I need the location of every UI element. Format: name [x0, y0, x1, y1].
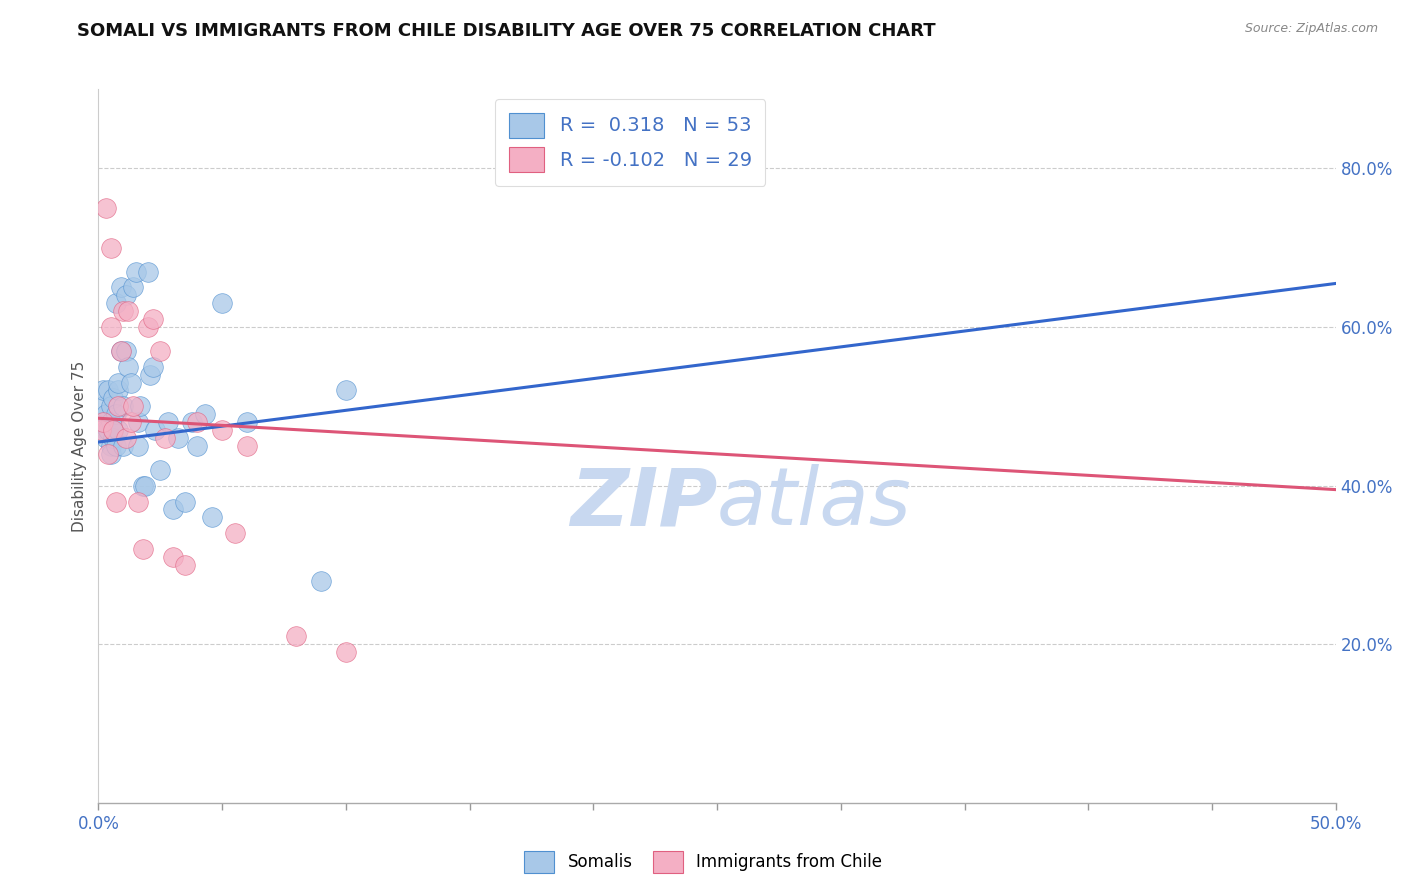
Point — [194, 407, 217, 421]
Point — [94, 201, 117, 215]
Point — [90, 415, 112, 429]
Point — [114, 343, 136, 358]
Point — [139, 368, 162, 382]
Point — [93, 415, 115, 429]
Point — [181, 415, 204, 429]
Point — [127, 494, 149, 508]
Point — [104, 494, 127, 508]
Point — [112, 400, 135, 414]
Point — [117, 359, 139, 374]
Point — [174, 494, 197, 508]
Point — [285, 629, 308, 643]
Point — [309, 574, 332, 588]
Point — [124, 264, 146, 278]
Point — [136, 320, 159, 334]
Point — [103, 431, 125, 445]
Legend: Somalis, Immigrants from Chile: Somalis, Immigrants from Chile — [517, 845, 889, 880]
Point — [100, 439, 122, 453]
Point — [129, 400, 152, 414]
Point — [97, 447, 120, 461]
Point — [132, 478, 155, 492]
Point — [114, 431, 136, 445]
Point — [211, 296, 233, 310]
Point — [120, 376, 142, 390]
Point — [110, 343, 132, 358]
Point — [224, 526, 246, 541]
Point — [97, 384, 120, 398]
Point — [186, 415, 208, 429]
Point — [112, 304, 135, 318]
Legend: R =  0.318   N = 53, R = -0.102   N = 29: R = 0.318 N = 53, R = -0.102 N = 29 — [495, 99, 765, 186]
Point — [136, 264, 159, 278]
Point — [103, 392, 125, 406]
Point — [114, 288, 136, 302]
Point — [149, 343, 172, 358]
Point — [93, 400, 115, 414]
Text: Source: ZipAtlas.com: Source: ZipAtlas.com — [1244, 22, 1378, 36]
Point — [100, 447, 122, 461]
Point — [100, 241, 122, 255]
Point — [236, 439, 259, 453]
Point — [142, 359, 165, 374]
Point — [110, 280, 132, 294]
Point — [104, 407, 127, 421]
Point — [201, 510, 224, 524]
Point — [149, 463, 172, 477]
Point — [162, 502, 184, 516]
Point — [127, 439, 149, 453]
Point — [134, 478, 156, 492]
Point — [110, 343, 132, 358]
Point — [104, 296, 127, 310]
Point — [143, 423, 166, 437]
Point — [186, 439, 208, 453]
Point — [107, 376, 129, 390]
Point — [335, 645, 357, 659]
Point — [236, 415, 259, 429]
Point — [94, 407, 117, 421]
Point — [100, 320, 122, 334]
Point — [132, 542, 155, 557]
Point — [112, 439, 135, 453]
Point — [155, 431, 177, 445]
Point — [94, 431, 117, 445]
Point — [103, 423, 125, 437]
Point — [90, 423, 112, 437]
Point — [107, 384, 129, 398]
Point — [104, 439, 127, 453]
Y-axis label: Disability Age Over 75: Disability Age Over 75 — [72, 360, 87, 532]
Text: ZIP: ZIP — [569, 464, 717, 542]
Text: atlas: atlas — [717, 464, 912, 542]
Point — [117, 304, 139, 318]
Point — [100, 415, 122, 429]
Point — [100, 400, 122, 414]
Point — [142, 312, 165, 326]
Point — [166, 431, 188, 445]
Point — [122, 280, 145, 294]
Point — [127, 415, 149, 429]
Point — [107, 423, 129, 437]
Point — [156, 415, 179, 429]
Point — [211, 423, 233, 437]
Text: SOMALI VS IMMIGRANTS FROM CHILE DISABILITY AGE OVER 75 CORRELATION CHART: SOMALI VS IMMIGRANTS FROM CHILE DISABILI… — [77, 22, 936, 40]
Point — [120, 415, 142, 429]
Point — [174, 558, 197, 572]
Point — [93, 384, 115, 398]
Point — [335, 384, 357, 398]
Point — [162, 549, 184, 564]
Point — [103, 423, 125, 437]
Point — [107, 400, 129, 414]
Point — [97, 423, 120, 437]
Point — [122, 400, 145, 414]
Point — [94, 423, 117, 437]
